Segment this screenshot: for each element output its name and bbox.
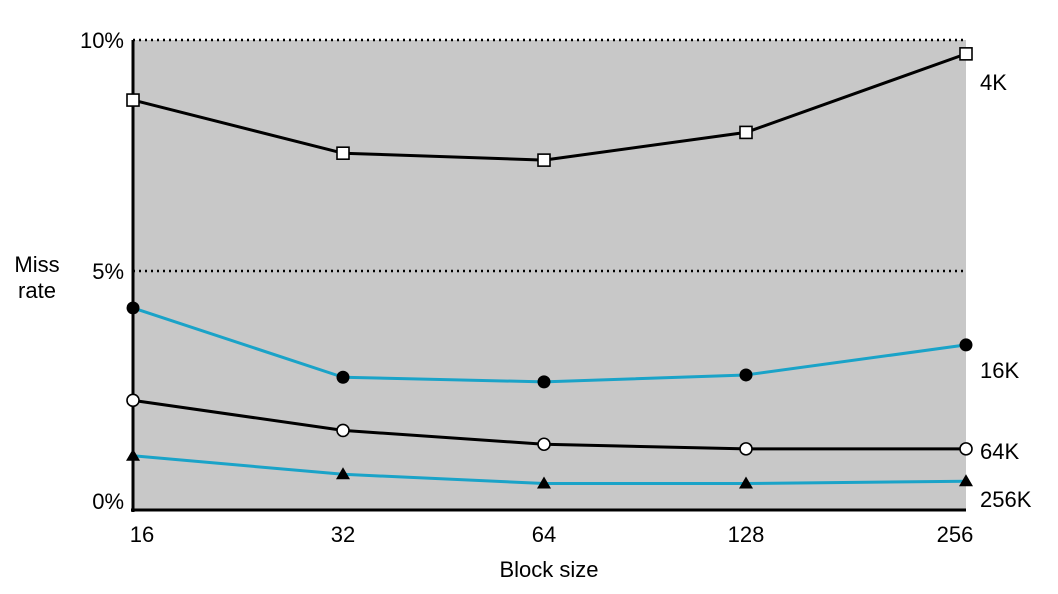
series-label: 4K <box>980 70 1007 95</box>
x-tick-label: 64 <box>532 522 556 547</box>
series-label: 16K <box>980 358 1019 383</box>
series-layer <box>126 47 973 489</box>
y-axis-label-line: rate <box>18 278 56 303</box>
data-point <box>126 301 140 315</box>
data-point <box>126 93 140 107</box>
labels-layer: 0% 5% 10% 16 32 64 128 256 Miss rate 4K 16K 64K 256K <box>14 28 1031 547</box>
data-point <box>336 370 350 384</box>
x-tick-label: 16 <box>130 522 154 547</box>
data-point <box>126 448 140 461</box>
series-256K <box>126 448 973 489</box>
y-tick-label: 5% <box>92 259 124 284</box>
data-point <box>959 474 973 487</box>
data-point <box>739 125 753 140</box>
data-point <box>537 375 551 389</box>
data-point <box>537 153 551 167</box>
grid-lines <box>133 38 966 273</box>
data-point <box>336 423 350 438</box>
series-label: 256K <box>980 487 1032 512</box>
y-axis-label: Miss rate <box>14 252 59 303</box>
data-point <box>126 393 140 408</box>
data-point <box>739 368 753 382</box>
series-16K <box>126 301 973 389</box>
x-axis-label: Block size <box>499 557 598 582</box>
data-point <box>336 467 350 480</box>
data-point <box>959 47 973 61</box>
data-point <box>739 476 753 489</box>
plot-background <box>133 40 966 510</box>
data-point <box>959 338 973 352</box>
axes <box>131 40 966 512</box>
data-point <box>336 146 350 160</box>
x-tick-label: 256 <box>937 522 974 547</box>
data-point <box>537 437 551 452</box>
x-tick-label: 32 <box>331 522 355 547</box>
x-tick-label: 128 <box>728 522 765 547</box>
y-tick-label: 10% <box>80 28 124 53</box>
data-point <box>959 442 973 456</box>
data-point <box>537 476 551 489</box>
y-tick-label: 0% <box>92 489 124 514</box>
y-axis-label-line: Miss <box>14 252 59 277</box>
series-4K <box>126 47 973 167</box>
series-label: 64K <box>980 439 1019 464</box>
data-point <box>739 442 753 456</box>
series-64K <box>126 393 973 456</box>
